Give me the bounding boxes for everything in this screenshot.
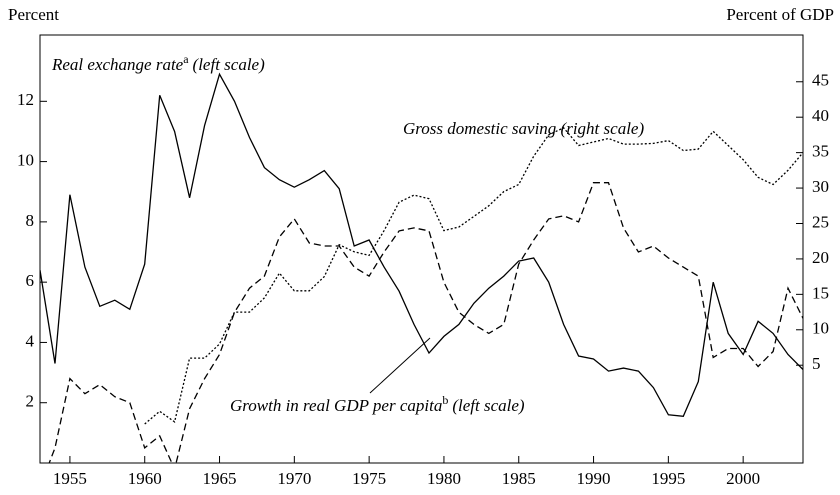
note: b <box>442 393 448 407</box>
y2-tick-label: 35 <box>812 142 829 161</box>
leader-line <box>369 337 431 394</box>
y2-tick-label: 40 <box>812 106 829 125</box>
plot-frame <box>39 34 804 464</box>
note: a <box>183 52 189 66</box>
series-line <box>48 182 803 463</box>
series-line <box>144 126 803 425</box>
y2-tick-label: 45 <box>812 71 829 90</box>
scale-label: (left scale) <box>193 55 266 74</box>
series-label: Gross domestic saving (right scale) <box>403 119 644 138</box>
y-tick-label: 12 <box>17 90 34 109</box>
y2-tick-label: 25 <box>812 212 829 231</box>
y-tick-label: 8 <box>26 211 35 230</box>
y-tick-label: 4 <box>26 331 35 350</box>
x-tick-label: 1990 <box>577 469 611 488</box>
y-tick-label: 10 <box>17 150 34 169</box>
x-tick-label: 2000 <box>726 469 760 488</box>
x-tick-label: 1965 <box>203 469 237 488</box>
y2-tick-label: 5 <box>812 354 821 373</box>
series-line <box>40 72 803 417</box>
x-tick-label: 1960 <box>128 469 162 488</box>
x-tick-label: 1995 <box>651 469 685 488</box>
x-tick-label: 1955 <box>53 469 87 488</box>
y2-tick-label: 15 <box>812 283 829 302</box>
series-label: Growth in real GDP per capitab (left scal… <box>230 393 525 415</box>
y-tick-label: 6 <box>26 271 35 290</box>
series-name: Growth in real GDP per capita <box>230 396 442 415</box>
y2-tick-label: 10 <box>812 319 829 338</box>
series-label: Real exchange ratea (left scale) <box>51 52 265 74</box>
y2-tick-label: 20 <box>812 248 829 267</box>
y-axis-label: Percent <box>8 5 59 24</box>
y2-tick-label: 30 <box>812 177 829 196</box>
x-tick-label: 1970 <box>277 469 311 488</box>
y-tick-label: 2 <box>26 392 35 411</box>
scale-label: (left scale) <box>452 396 525 415</box>
y2-axis-label: Percent of GDP <box>726 5 834 24</box>
series-name: Real exchange rate <box>51 55 184 74</box>
x-tick-label: 1975 <box>352 469 386 488</box>
x-tick-label: 1985 <box>502 469 536 488</box>
x-tick-label: 1980 <box>427 469 461 488</box>
